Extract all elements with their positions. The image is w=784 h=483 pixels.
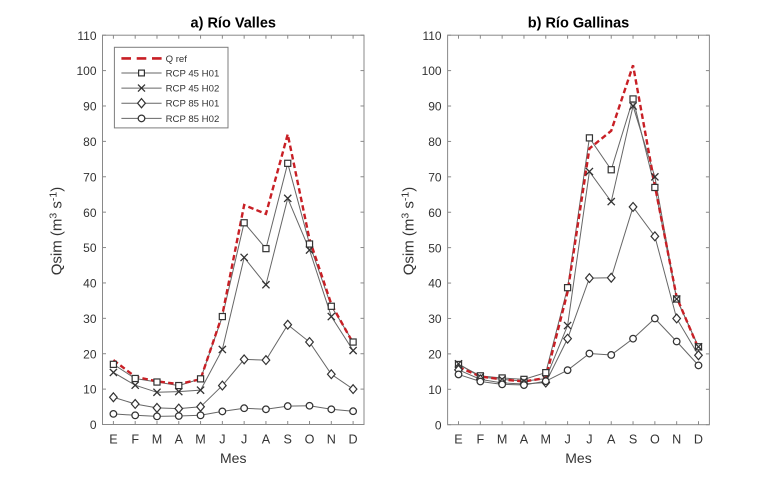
svg-text:Mes: Mes (220, 450, 246, 466)
svg-text:0: 0 (435, 418, 442, 432)
svg-text:RCP 85 H01: RCP 85 H01 (166, 99, 220, 110)
svg-text:0: 0 (90, 418, 97, 432)
svg-text:J: J (564, 433, 570, 447)
svg-text:RCP 85 H02: RCP 85 H02 (166, 114, 220, 125)
svg-text:Qsim (m3 s-1): Qsim (m3 s-1) (48, 187, 66, 276)
svg-text:60: 60 (428, 206, 442, 220)
svg-text:Q ref: Q ref (166, 54, 188, 65)
svg-text:80: 80 (428, 135, 442, 149)
svg-text:80: 80 (83, 135, 97, 149)
svg-text:N: N (327, 433, 336, 447)
svg-text:M: M (195, 433, 206, 447)
svg-text:RCP 45 H02: RCP 45 H02 (166, 84, 220, 95)
svg-text:D: D (694, 433, 703, 447)
svg-text:40: 40 (83, 277, 97, 291)
svg-text:M: M (152, 433, 163, 447)
svg-text:O: O (305, 433, 315, 447)
svg-text:70: 70 (83, 170, 97, 184)
svg-text:90: 90 (83, 100, 97, 114)
svg-text:100: 100 (422, 64, 442, 78)
svg-text:110: 110 (77, 29, 96, 43)
svg-text:10: 10 (83, 383, 97, 397)
svg-text:D: D (349, 433, 358, 447)
svg-text:40: 40 (428, 277, 442, 291)
svg-text:S: S (284, 433, 292, 447)
svg-text:50: 50 (83, 241, 97, 255)
svg-text:M: M (497, 433, 508, 447)
svg-text:E: E (109, 433, 117, 447)
svg-text:50: 50 (428, 241, 442, 255)
svg-text:100: 100 (76, 64, 96, 78)
svg-text:30: 30 (428, 312, 442, 326)
svg-text:J: J (219, 433, 225, 447)
svg-text:A: A (262, 433, 271, 447)
svg-text:b) Río Gallinas: b) Río Gallinas (528, 16, 630, 32)
svg-text:Mes: Mes (565, 450, 591, 466)
svg-text:A: A (175, 433, 184, 447)
svg-text:F: F (476, 433, 484, 447)
svg-text:J: J (586, 433, 592, 447)
svg-text:E: E (454, 433, 462, 447)
svg-text:O: O (650, 433, 660, 447)
svg-text:A: A (607, 433, 616, 447)
svg-text:Qsim (m3 s-1): Qsim (m3 s-1) (400, 187, 418, 276)
svg-text:20: 20 (428, 347, 442, 361)
svg-text:F: F (131, 433, 139, 447)
svg-text:S: S (629, 433, 637, 447)
svg-text:70: 70 (428, 170, 442, 184)
svg-text:60: 60 (83, 206, 97, 220)
svg-text:a) Río Valles: a) Río Valles (191, 16, 276, 32)
svg-text:30: 30 (83, 312, 97, 326)
svg-text:110: 110 (422, 29, 441, 43)
svg-text:20: 20 (83, 347, 97, 361)
svg-text:90: 90 (428, 100, 442, 114)
svg-text:A: A (520, 433, 529, 447)
svg-text:J: J (241, 433, 247, 447)
svg-text:M: M (541, 433, 552, 447)
svg-text:RCP 45 H01: RCP 45 H01 (166, 68, 220, 79)
svg-text:N: N (672, 433, 681, 447)
svg-text:10: 10 (428, 383, 442, 397)
